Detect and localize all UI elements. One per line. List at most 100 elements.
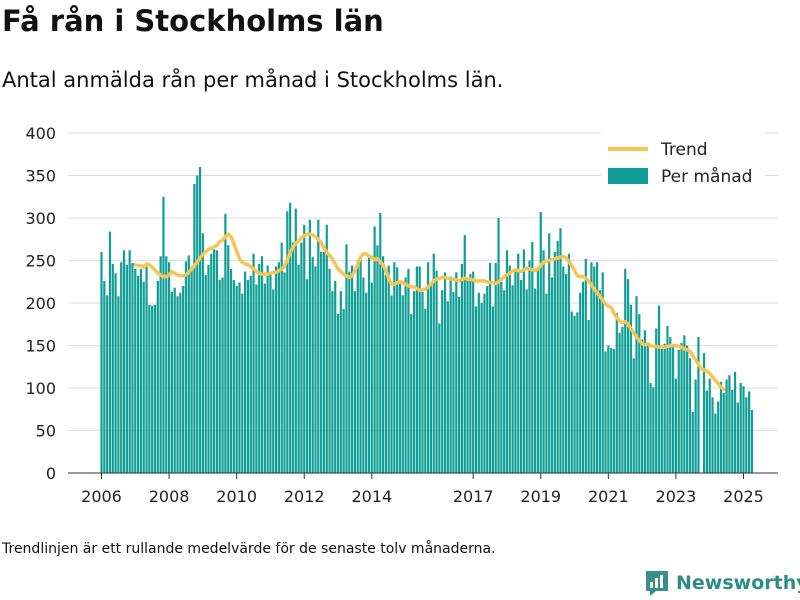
axes: 0 50 100 150 200 250 300 350 400 2006 2008 2010 2012… bbox=[25, 124, 778, 506]
bar bbox=[708, 378, 711, 473]
legend: Trend Per månad bbox=[601, 130, 765, 192]
bar bbox=[519, 280, 523, 473]
bar bbox=[446, 301, 449, 473]
bar bbox=[432, 253, 435, 473]
bar bbox=[595, 262, 599, 473]
bar bbox=[728, 375, 731, 473]
bar bbox=[455, 272, 458, 473]
bar bbox=[249, 275, 252, 473]
bar bbox=[345, 244, 348, 473]
bar bbox=[719, 382, 723, 473]
bar bbox=[567, 253, 571, 473]
bar bbox=[381, 256, 385, 473]
bar bbox=[122, 250, 126, 473]
bar bbox=[252, 253, 255, 473]
bar bbox=[238, 282, 241, 473]
bar bbox=[384, 274, 387, 473]
bar bbox=[229, 269, 233, 473]
y-tick-label: 200 bbox=[25, 294, 56, 313]
bar bbox=[483, 293, 486, 473]
bar bbox=[536, 269, 540, 473]
bar bbox=[232, 280, 235, 473]
bar bbox=[683, 335, 686, 473]
bar bbox=[579, 292, 582, 473]
bar bbox=[466, 277, 469, 473]
x-tick-label: 2010 bbox=[216, 487, 257, 506]
bar bbox=[714, 413, 717, 473]
bar bbox=[438, 323, 441, 473]
bar bbox=[508, 265, 511, 473]
bar bbox=[534, 288, 537, 473]
y-tick-label: 50 bbox=[36, 422, 56, 441]
bar bbox=[688, 358, 692, 473]
bar bbox=[733, 371, 737, 473]
bar bbox=[131, 263, 134, 473]
bar bbox=[362, 277, 365, 473]
bar bbox=[322, 252, 326, 473]
bar bbox=[134, 269, 137, 473]
bar bbox=[342, 308, 345, 473]
bar bbox=[545, 293, 548, 473]
bar bbox=[303, 224, 306, 473]
bar bbox=[458, 297, 461, 473]
newsworthy-brand[interactable]: Newsworthy bbox=[644, 568, 800, 598]
bar bbox=[669, 337, 672, 473]
bar bbox=[235, 286, 238, 473]
bar bbox=[607, 345, 610, 473]
bar bbox=[193, 184, 196, 473]
bar bbox=[736, 402, 739, 473]
bar bbox=[182, 286, 185, 473]
bar bbox=[291, 242, 295, 473]
bar bbox=[187, 255, 190, 473]
bar bbox=[641, 339, 644, 473]
bar bbox=[255, 284, 258, 473]
bar bbox=[151, 305, 154, 473]
bar bbox=[424, 308, 427, 473]
y-tick-label: 400 bbox=[25, 124, 56, 143]
bar bbox=[576, 312, 579, 473]
x-tick-label: 2014 bbox=[351, 487, 392, 506]
bar bbox=[514, 269, 517, 473]
bar bbox=[387, 265, 390, 473]
bar bbox=[686, 345, 689, 473]
bar bbox=[120, 262, 123, 473]
brand-name: Newsworthy bbox=[676, 572, 800, 594]
bar bbox=[317, 219, 320, 473]
bar bbox=[148, 304, 151, 473]
bar bbox=[443, 272, 447, 473]
chart-title: Få rån i Stockholms län bbox=[2, 4, 384, 38]
bar bbox=[190, 266, 193, 473]
x-tick-label: 2017 bbox=[453, 487, 494, 506]
bar bbox=[314, 266, 317, 473]
bar bbox=[398, 283, 402, 473]
bar bbox=[655, 328, 658, 473]
bar bbox=[739, 382, 742, 473]
bar bbox=[452, 291, 455, 473]
bar bbox=[415, 266, 418, 473]
bar bbox=[331, 291, 334, 473]
bar-chart: 0 50 100 150 200 250 300 350 400 2006 2008 2010 2012… bbox=[25, 124, 778, 506]
bar bbox=[705, 390, 708, 473]
bar bbox=[590, 262, 593, 473]
bar bbox=[610, 348, 613, 473]
bar bbox=[598, 290, 601, 473]
bar bbox=[711, 397, 714, 473]
bar bbox=[615, 313, 618, 473]
bar bbox=[162, 196, 165, 473]
bar bbox=[128, 250, 131, 473]
bar bbox=[674, 378, 678, 473]
bar bbox=[750, 410, 754, 473]
y-tick-label: 100 bbox=[25, 379, 56, 398]
bar bbox=[258, 263, 261, 473]
bar bbox=[390, 295, 393, 473]
bar bbox=[289, 202, 292, 473]
bar bbox=[559, 228, 562, 473]
bar bbox=[170, 291, 173, 473]
bar bbox=[348, 271, 351, 473]
bar bbox=[421, 291, 424, 473]
bar bbox=[215, 250, 219, 473]
y-tick-label: 150 bbox=[25, 337, 56, 356]
bar bbox=[542, 250, 545, 473]
bar bbox=[722, 393, 725, 473]
bar bbox=[198, 167, 202, 473]
